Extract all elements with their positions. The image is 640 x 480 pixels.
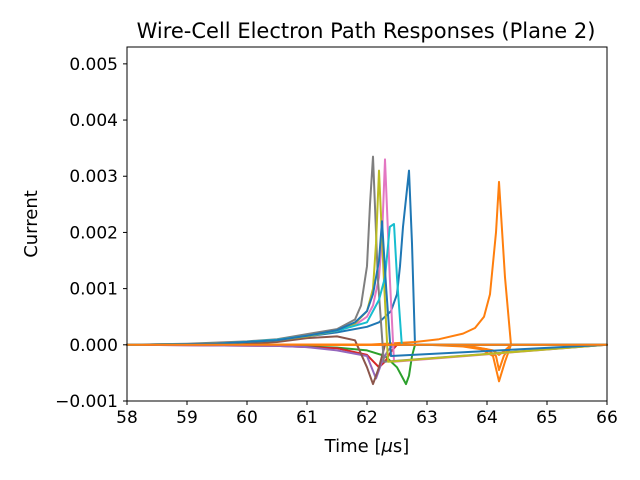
x-axis-label-mu: μ <box>380 436 392 457</box>
y-tick-label: 0.000 <box>69 336 118 356</box>
series-line-10 <box>126 155 608 363</box>
x-tick-label: 63 <box>416 408 438 428</box>
y-tick-label: 0.001 <box>69 280 118 300</box>
series-line-8 <box>126 335 608 386</box>
x-tick-label: 62 <box>356 408 378 428</box>
x-axis-label-text: Time [ <box>324 436 382 457</box>
x-tick-label: 66 <box>596 408 618 428</box>
x-axis: 58 59 60 61 62 63 64 65 66 <box>116 401 618 428</box>
x-tick-label: 64 <box>476 408 498 428</box>
x-tick-label: 59 <box>176 408 198 428</box>
x-tick-label: 60 <box>236 408 258 428</box>
y-tick-label: 0.003 <box>69 167 118 187</box>
y-axis-label: Current <box>21 190 42 258</box>
y-axis: −0.001 0.000 0.001 0.002 0.003 0.004 0.005 <box>55 55 127 412</box>
x-tick-label: 58 <box>116 408 138 428</box>
y-tick-label: 0.005 <box>69 55 118 75</box>
y-tick-label: −0.001 <box>55 392 118 412</box>
series-line-13 <box>126 220 608 357</box>
x-tick-label: 65 <box>536 408 558 428</box>
series-layer <box>126 155 608 386</box>
chart-title: Wire-Cell Electron Path Responses (Plane… <box>137 19 596 43</box>
y-tick-label: 0.002 <box>69 223 118 243</box>
x-axis-label-unit: s] <box>393 436 409 457</box>
x-axis-label: Time [μs] <box>324 436 410 457</box>
series-line-1 <box>126 180 608 346</box>
y-tick-label: 0.004 <box>69 111 118 131</box>
x-tick-label: 61 <box>296 408 318 428</box>
